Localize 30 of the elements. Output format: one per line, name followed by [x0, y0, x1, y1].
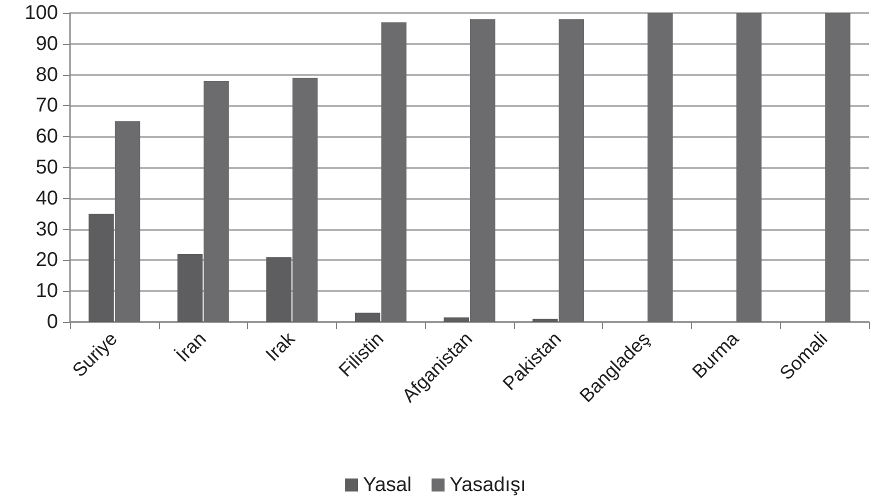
y-tick-label: 10: [36, 280, 58, 302]
x-tick-label: Irak: [262, 328, 300, 366]
bar: [825, 13, 850, 322]
bar: [292, 78, 318, 322]
y-tick-label: 40: [36, 187, 58, 210]
bar: [204, 80, 229, 322]
bar: [648, 13, 673, 322]
bar: [558, 19, 584, 322]
y-tick-label: 90: [36, 32, 58, 55]
y-tick-label: 80: [36, 64, 58, 86]
bar: [114, 121, 140, 322]
bar: [381, 22, 406, 322]
y-tick-label: 0: [46, 311, 58, 333]
bar: [177, 254, 203, 322]
bar: [470, 19, 496, 322]
y-tick-label: 30: [36, 218, 58, 240]
legend-label: Yasadışı: [450, 474, 526, 496]
y-tick-label: 50: [36, 156, 58, 178]
y-tick-label: 20: [36, 249, 58, 272]
bar: [444, 317, 469, 322]
y-tick-label: 100: [24, 2, 58, 24]
y-tick-label: 60: [36, 126, 58, 148]
bar: [354, 312, 380, 322]
bar: [736, 13, 762, 322]
y-tick-label: 70: [36, 94, 58, 117]
bar: [266, 257, 292, 322]
x-tick-label: İran: [172, 328, 211, 367]
legend-label: Yasal: [363, 474, 412, 496]
bar: [532, 318, 558, 322]
bar: [88, 214, 114, 322]
